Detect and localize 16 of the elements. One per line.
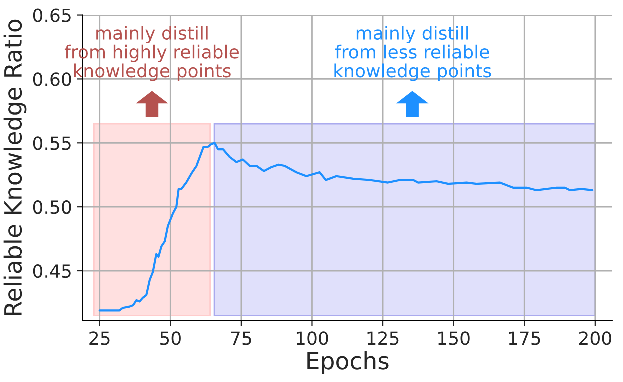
line-series (98, 142, 594, 312)
y-tick-label: 0.45 (33, 264, 71, 278)
x-axis-title: Epochs (308, 352, 389, 374)
x-tick-label: 175 (509, 332, 540, 346)
x-tick-label: 150 (438, 332, 470, 346)
x-tick-label: 75 (231, 332, 252, 346)
x-tick-label: 125 (368, 332, 399, 346)
band-label: mainly distill from less reliable knowledge points (334, 26, 492, 82)
y-axis-title: Reliable Knowledge Ratio (4, 20, 27, 316)
y-tick-label: 0.50 (33, 200, 72, 214)
x-tick-label: 100 (296, 332, 328, 346)
x-tick-label: 25 (90, 332, 110, 346)
y-tick-label: 0.65 (33, 8, 71, 22)
x-tick-label: 200 (580, 332, 612, 346)
x-tick-label: 50 (160, 332, 181, 346)
y-tick-label: 0.55 (33, 136, 71, 150)
